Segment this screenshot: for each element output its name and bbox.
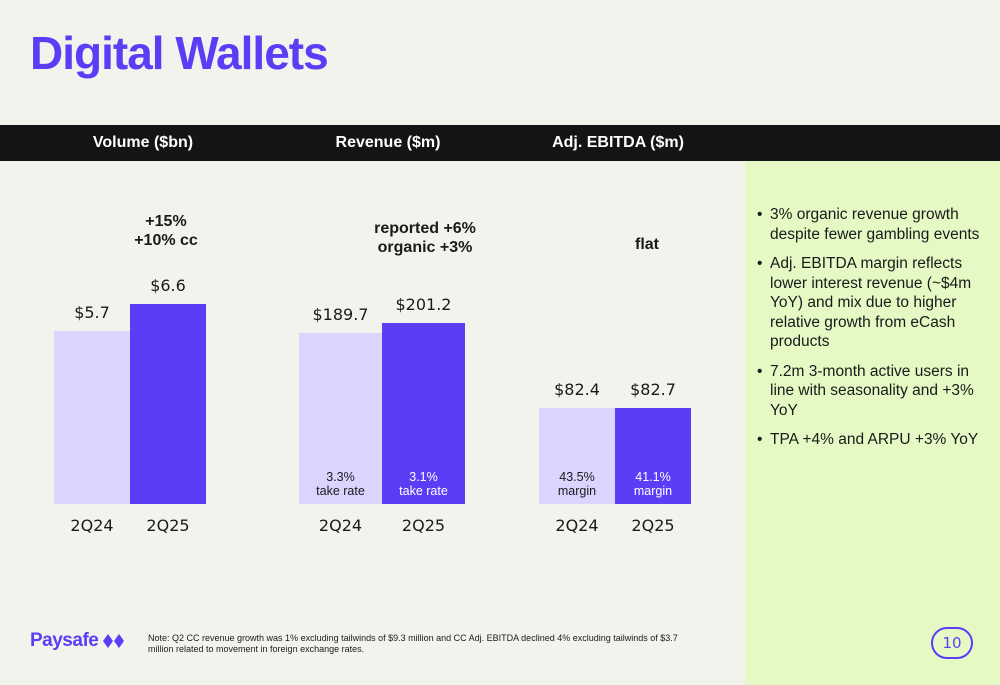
- bar-2q25: [382, 323, 465, 504]
- growth-line: +15%: [145, 213, 187, 230]
- diamond-logo-icon: [103, 634, 125, 648]
- value-label: $189.7: [312, 305, 369, 324]
- bar-2q25: [615, 408, 691, 504]
- in-bar-text: 3.1%: [409, 470, 438, 484]
- bullet-item: 7.2m 3-month active users in line with s…: [757, 362, 995, 421]
- value-label: $82.7: [630, 380, 676, 399]
- in-bar-text: 41.1%: [635, 470, 671, 484]
- growth-annotation: reported +6% organic +3%: [374, 219, 476, 257]
- bar-2q24: [299, 333, 382, 504]
- bar-2q25: [130, 304, 206, 504]
- footnote: Note: Q2 CC revenue growth was 1% exclud…: [148, 633, 678, 654]
- in-bar-text: margin: [633, 484, 673, 498]
- value-label: $201.2: [395, 295, 452, 314]
- category-label: 2Q24: [555, 516, 599, 535]
- in-bar-label: 3.1% take rate: [382, 470, 465, 498]
- category-label: 2Q25: [401, 516, 446, 535]
- commentary-panel: [745, 161, 1000, 685]
- growth-line: organic +3%: [377, 239, 473, 256]
- growth-annotation: flat: [635, 235, 659, 254]
- bullet-item: TPA +4% and ARPU +3% YoY: [757, 430, 995, 450]
- value-label: $5.7: [74, 303, 110, 322]
- in-bar-label: 41.1% margin: [615, 470, 691, 498]
- growth-line: +10% cc: [134, 232, 198, 249]
- in-bar-text: margin: [557, 484, 597, 498]
- header-volume: Volume ($bn): [92, 134, 194, 151]
- category-label: 2Q25: [146, 516, 190, 535]
- in-bar-text: take rate: [316, 484, 365, 498]
- paysafe-logo: Paysafe: [30, 630, 125, 652]
- chart-header-bar: Volume ($bn) Revenue ($m) Adj. EBITDA ($…: [0, 125, 1000, 161]
- category-label: 2Q24: [70, 516, 114, 535]
- category-label: 2Q24: [318, 516, 363, 535]
- bullet-item: 3% organic revenue growth despite fewer …: [757, 205, 995, 244]
- page-title: Digital Wallets: [30, 27, 329, 79]
- header-ebitda: Adj. EBITDA ($m): [552, 134, 684, 151]
- growth-annotation: +15% +10% cc: [134, 212, 198, 250]
- bullet-item: Adj. EBITDA margin reflects lower intere…: [757, 254, 995, 352]
- bar-2q24: [54, 331, 130, 504]
- header-revenue: Revenue ($m): [335, 134, 441, 151]
- in-bar-text: 43.5%: [559, 470, 595, 484]
- bar-2q24: [539, 408, 615, 504]
- value-label: $6.6: [150, 276, 186, 295]
- page-number: 10: [931, 627, 973, 659]
- growth-line: reported +6%: [374, 220, 476, 237]
- growth-line: flat: [635, 236, 659, 253]
- logo-text: Paysafe: [30, 630, 99, 651]
- in-bar-label: 3.3% take rate: [299, 470, 382, 498]
- commentary-bullets: 3% organic revenue growth despite fewer …: [757, 205, 995, 460]
- category-label: 2Q25: [631, 516, 675, 535]
- value-label: $82.4: [554, 380, 600, 399]
- in-bar-label: 43.5% margin: [539, 470, 615, 498]
- in-bar-text: take rate: [399, 484, 448, 498]
- in-bar-text: 3.3%: [326, 470, 355, 484]
